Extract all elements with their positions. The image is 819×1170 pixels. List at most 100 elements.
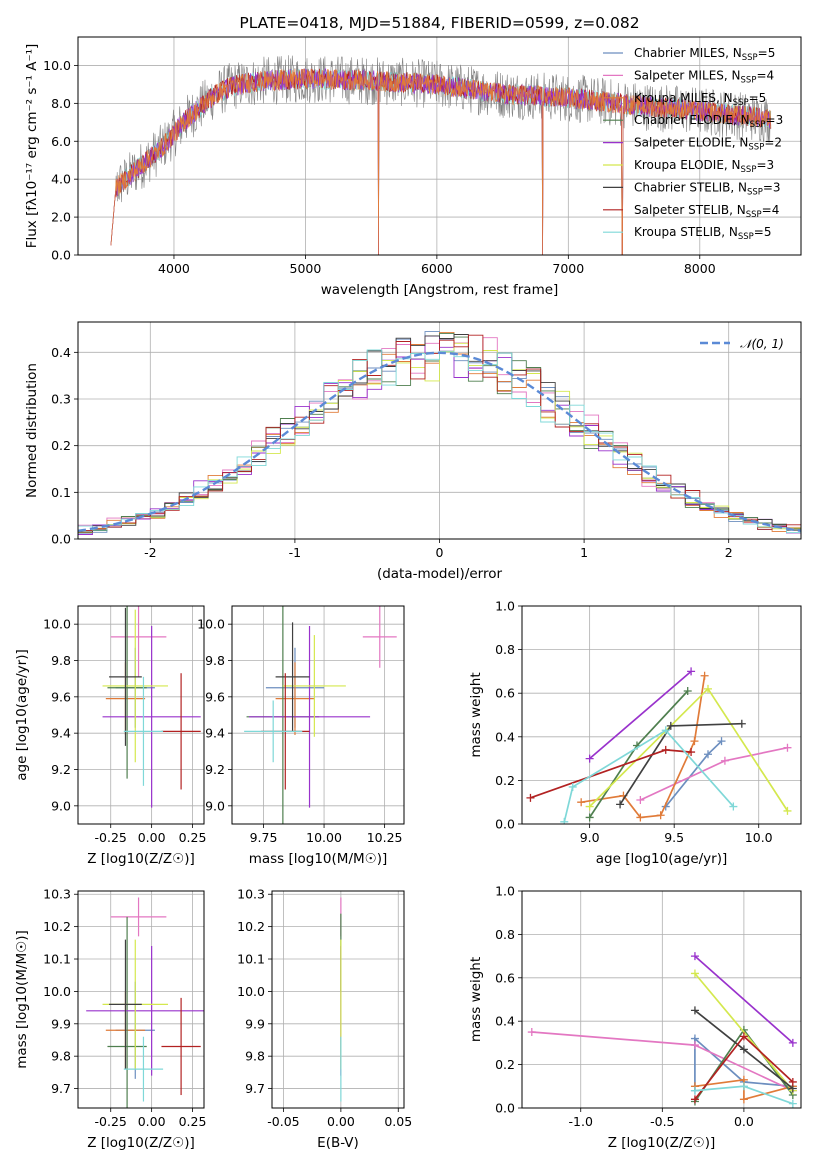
mass-vs-metallicity-panel: -0.25 0.00 0.25 9.7 9.8 9.9 10.0 10.1 10.2 10.3 Z …: [14, 887, 207, 1151]
spectrum-panel: 4000 5000 6000 7000 8000 0.0 2.0 4.0 6.0 8.0 10.0 w…: [24, 14, 802, 298]
axes-frame: [77, 605, 205, 825]
y-tick-label: 0.6: [495, 686, 515, 701]
weight-point-marker: [690, 1086, 699, 1095]
x-tick-label: 9.0: [580, 830, 600, 845]
x-axis-label: E(B-V): [317, 1135, 359, 1151]
weight-line: [694, 972, 794, 1092]
x-tick-label: 0.00: [138, 1114, 166, 1129]
x-tick-label: 1: [580, 545, 588, 560]
legend-entry: Salpeter STELIB, NSSP=4: [634, 203, 779, 220]
x-tick-label: 0.25: [179, 1114, 207, 1129]
legend-entry: Chabrier MILES, NSSP=5: [634, 46, 775, 63]
axes-frame: [521, 605, 802, 825]
weight-point-marker: [788, 1038, 797, 1047]
y-tick-label: 10.3: [237, 887, 265, 902]
x-tick-label: -1: [289, 545, 301, 560]
x-tick-label: -2: [144, 545, 156, 560]
spectrum-legend: Chabrier MILES, NSSP=5 Salpeter MILES, NS…: [603, 46, 783, 242]
x-axis-label: Z [log10(Z/Z☉)]: [87, 1135, 195, 1151]
weight-lines: [527, 952, 797, 1108]
y-tick-label: 0.0: [495, 817, 515, 832]
y-axis-label: age [log10(age/yr)]: [14, 649, 30, 781]
y-tick-label: 0.1: [51, 485, 71, 500]
weight-point-marker: [739, 1045, 748, 1054]
y-tick-label: 9.9: [245, 1016, 265, 1031]
age-vs-mass-panel: 9.75 10.00 10.25 9.0 9.2 9.4 9.6 9.8 10.0 mass [l…: [197, 605, 405, 867]
legend-entry: Kroupa ELODIE, NSSP=3: [634, 158, 774, 175]
y-tick-label: 10.1: [237, 952, 265, 967]
weight-point-marker: [687, 748, 696, 757]
weight-point-marker: [527, 1028, 536, 1037]
weight-point-marker: [700, 671, 709, 680]
x-tick-label: 10.0: [745, 830, 773, 845]
x-tick-label: 7000: [552, 261, 584, 276]
y-tick-label: 9.0: [205, 798, 225, 813]
weight-line: [563, 729, 735, 822]
legend-entry: Kroupa MILES, NSSP=5: [634, 91, 766, 108]
y-tick-label: 10.2: [237, 919, 265, 934]
weight-point-marker: [690, 1041, 699, 1050]
x-axis-label: age [log10(age/yr)]: [596, 851, 728, 867]
legend-entry: Salpeter MILES, NSSP=4: [634, 68, 774, 85]
y-tick-label: 9.6: [205, 689, 225, 704]
axes-frame: [271, 890, 405, 1109]
y-tick-label: 9.2: [205, 762, 225, 777]
axes-frame: [231, 605, 405, 825]
y-tick-label: 9.8: [245, 1049, 265, 1064]
weight-point-marker: [704, 684, 712, 693]
x-axis-label: Z [log10(Z/Z☉)]: [608, 1135, 716, 1151]
weight-point-marker: [737, 719, 746, 728]
y-tick-label: 10.0: [197, 617, 225, 632]
weight-point-marker: [683, 687, 692, 696]
histogram-steps: [78, 331, 801, 539]
y-tick-label: 10.0: [43, 984, 71, 999]
y-tick-label: 10.2: [43, 919, 71, 934]
x-tick-label: -0.05: [267, 1114, 299, 1129]
weight-point-marker: [783, 743, 792, 752]
weight-point-marker: [585, 754, 594, 763]
axes-frame: [77, 321, 802, 540]
weight-point-marker: [690, 737, 699, 746]
legend-entry: Salpeter ELODIE, NSSP=2: [634, 136, 782, 153]
x-tick-label: 10.25: [367, 830, 403, 845]
legend-entry: Chabrier STELIB, NSSP=3: [634, 180, 781, 197]
y-tick-label: 4.0: [51, 172, 71, 187]
x-tick-label: -0.25: [95, 1114, 127, 1129]
weight-point-marker: [526, 793, 535, 802]
weight-point-marker: [704, 750, 712, 759]
x-tick-label: 0.05: [384, 1114, 412, 1129]
y-tick-label: 6.0: [51, 134, 71, 149]
weight-point-marker: [739, 1095, 748, 1104]
weight-point-marker: [585, 802, 594, 811]
weight-point-marker: [585, 813, 594, 822]
y-axis-label: Flux [fλ10⁻¹⁷ erg cm⁻² s⁻¹ A⁻¹]: [24, 44, 40, 249]
weight-vs-metallicity-panel: -1.0 -0.5 0.0 0.0 0.2 0.4 0.6 0.8 1.0 Z [log10(Z/…: [468, 884, 802, 1151]
x-axis-label: mass [log10(M/M☉)]: [249, 851, 388, 867]
x-tick-label: 2: [725, 545, 733, 560]
weight-point-marker: [560, 817, 569, 824]
y-tick-label: 9.8: [51, 1049, 71, 1064]
weight-line: [619, 722, 742, 805]
x-tick-label: 5000: [290, 261, 322, 276]
y-tick-label: 9.2: [51, 762, 71, 777]
spectrum-lines: [110, 55, 772, 255]
weight-point-marker: [720, 756, 729, 765]
weight-line: [694, 955, 794, 1044]
y-tick-label: 10.1: [43, 952, 71, 967]
weight-point-marker: [666, 721, 675, 730]
legend-entry: Kroupa STELIB, NSSP=5: [634, 225, 772, 242]
weight-line: [694, 1036, 793, 1091]
errorbar-points: [244, 606, 397, 824]
weight-line: [530, 749, 692, 799]
y-axis-label: mass weight: [468, 957, 484, 1042]
y-tick-label: 0.8: [495, 642, 515, 657]
y-tick-label: 9.8: [51, 653, 71, 668]
y-tick-label: 0.0: [495, 1101, 515, 1116]
y-tick-label: 9.4: [205, 726, 225, 741]
weight-point-marker: [690, 1095, 699, 1104]
weight-point-marker: [687, 667, 696, 676]
y-tick-label: 0.0: [51, 532, 71, 547]
weight-lines: [526, 667, 792, 824]
x-tick-label: 9.75: [250, 830, 278, 845]
